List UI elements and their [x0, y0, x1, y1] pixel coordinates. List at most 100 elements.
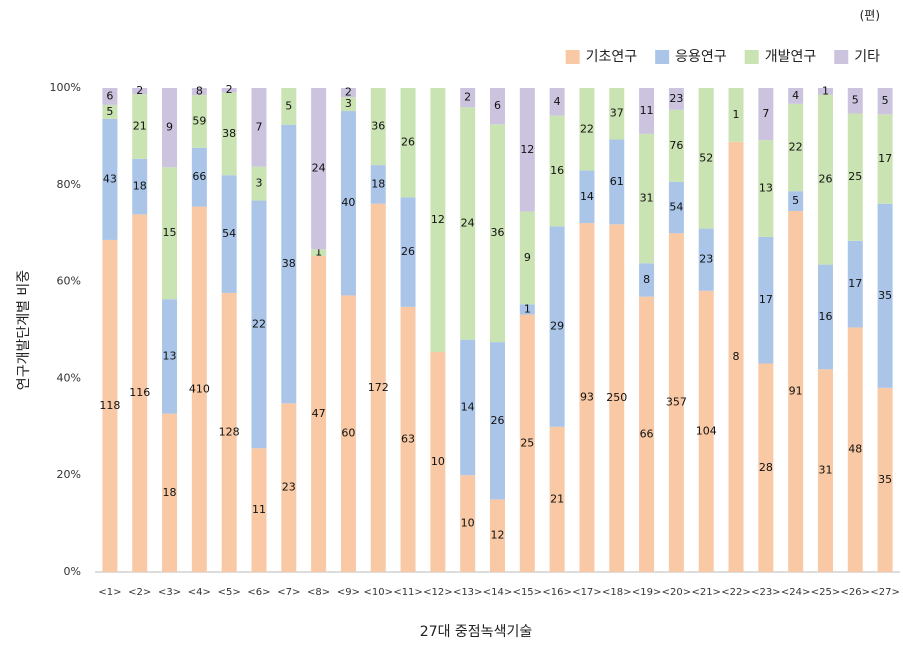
y-tick-label: 0% — [64, 565, 81, 578]
bar-segment — [788, 191, 804, 211]
value-label: 22 — [789, 141, 803, 154]
bar-segment — [490, 342, 505, 500]
value-label: 24 — [461, 217, 475, 230]
bar-segment — [817, 264, 833, 370]
bar-segment — [609, 139, 625, 225]
value-label: 4 — [554, 95, 561, 108]
bar-segment — [132, 158, 148, 215]
value-label: 37 — [610, 107, 624, 120]
value-label: 1 — [733, 108, 740, 121]
bar-segment — [698, 88, 714, 229]
value-label: 22 — [252, 317, 266, 330]
value-label: 24 — [312, 162, 326, 175]
bar-segment — [490, 499, 505, 572]
bar-segment — [519, 314, 535, 572]
x-tick-label: <21> — [691, 587, 720, 598]
bar-segment — [490, 124, 505, 343]
bar-segment — [460, 339, 476, 476]
bar-segment — [132, 94, 148, 159]
value-label: 38 — [282, 257, 296, 270]
value-label: 12 — [491, 529, 505, 542]
value-label: 18 — [371, 177, 385, 190]
legend-swatch — [744, 50, 759, 64]
legend-label: 개발연구 — [765, 49, 817, 65]
value-label: 12 — [520, 143, 534, 156]
y-axis-title: 연구개발단계별 비중 — [16, 270, 32, 390]
bar-segment — [728, 141, 744, 572]
bar-segment — [817, 94, 833, 265]
value-label: 2 — [226, 83, 233, 96]
value-label: 13 — [163, 349, 177, 362]
x-tick-label: <20> — [662, 587, 691, 598]
bar-segment — [340, 88, 356, 98]
bar-segment — [311, 249, 327, 257]
value-label: 16 — [818, 310, 832, 323]
bar-segment — [639, 263, 655, 297]
bar-segment — [639, 88, 655, 134]
x-tick-label: <12> — [423, 587, 452, 598]
bar-segment — [460, 475, 476, 572]
value-label: 26 — [491, 414, 505, 427]
value-label: 13 — [759, 182, 773, 195]
value-label: 29 — [550, 320, 564, 333]
bar-segment — [251, 88, 267, 167]
bar-segment — [639, 296, 655, 572]
y-tick-label: 100% — [50, 81, 81, 94]
value-label: 5 — [882, 94, 889, 107]
value-label: 21 — [550, 492, 564, 505]
bar-segment — [251, 200, 267, 449]
value-label: 66 — [192, 170, 206, 183]
bar-segment — [758, 88, 774, 141]
bar-segment — [877, 203, 893, 388]
legend-label: 기타 — [854, 49, 880, 65]
value-label: 357 — [666, 396, 687, 409]
value-label: 5 — [285, 99, 292, 112]
bar-segment — [221, 88, 237, 93]
x-tick-label: <9> — [337, 587, 360, 598]
bar-segment — [579, 170, 595, 224]
bar-segment — [162, 299, 178, 414]
bar-segment — [460, 88, 476, 108]
x-tick-label: <18> — [602, 587, 631, 598]
bar-segment — [698, 228, 714, 291]
value-label: 60 — [341, 427, 355, 440]
value-label: 36 — [371, 120, 385, 133]
bar-segment — [549, 88, 565, 116]
x-tick-label: <11> — [393, 587, 422, 598]
legend-label: 응용연구 — [675, 49, 727, 65]
value-label: 43 — [103, 172, 117, 185]
value-label: 410 — [189, 382, 210, 395]
x-tick-label: <25> — [811, 587, 840, 598]
y-tick-label: 40% — [57, 371, 81, 384]
bar-segment — [281, 403, 297, 572]
bar-segment — [132, 88, 148, 95]
bar-segment — [102, 118, 118, 240]
value-label: 2 — [136, 84, 143, 97]
bar-segment — [847, 240, 863, 328]
value-label: 22 — [580, 122, 594, 135]
x-tick-label: <26> — [841, 587, 870, 598]
bar-segment — [340, 111, 356, 296]
value-label: 63 — [401, 432, 415, 445]
bar-segment — [847, 88, 863, 114]
value-label: 250 — [606, 391, 627, 404]
value-label: 172 — [368, 381, 389, 394]
bar-segment — [251, 166, 267, 201]
value-label: 35 — [878, 289, 892, 302]
value-label: 104 — [696, 424, 717, 437]
unit-label: (편) — [860, 9, 880, 23]
value-label: 26 — [818, 173, 832, 186]
value-label: 61 — [610, 175, 624, 188]
value-label: 15 — [163, 226, 177, 239]
bar-segment — [817, 369, 833, 572]
value-label: 36 — [491, 226, 505, 239]
bar-segment — [191, 88, 207, 96]
value-label: 17 — [759, 293, 773, 306]
bar-segment — [758, 363, 774, 572]
x-tick-label: <3> — [158, 587, 181, 598]
x-tick-label: <8> — [307, 587, 330, 598]
bar-segment — [102, 104, 118, 119]
x-tick-label: <7> — [277, 587, 300, 598]
